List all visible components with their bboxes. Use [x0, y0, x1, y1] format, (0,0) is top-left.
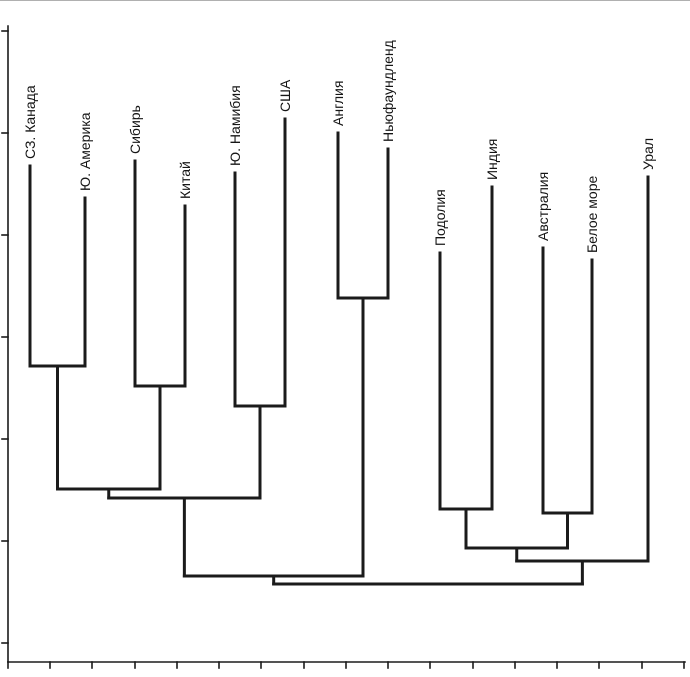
leaf-label: Англия [330, 81, 346, 126]
leaf-label: Индия [484, 139, 500, 180]
leaf-label: СЗ. Канада [22, 85, 38, 159]
leaf-label: Подолия [432, 189, 448, 246]
leaf-label: Австралия [535, 172, 551, 241]
leaf-label: Сибирь [127, 105, 143, 154]
leaf-label: Ньюфаундленд [380, 40, 396, 142]
leaf-label: США [277, 79, 293, 112]
leaf-label: Ю. Америка [77, 112, 93, 191]
leaf-label: Белое море [584, 176, 600, 253]
leaf-label: Китай [177, 161, 193, 199]
leaf-label: Ю. Намибия [227, 85, 243, 166]
leaf-label: Урал [640, 138, 656, 170]
